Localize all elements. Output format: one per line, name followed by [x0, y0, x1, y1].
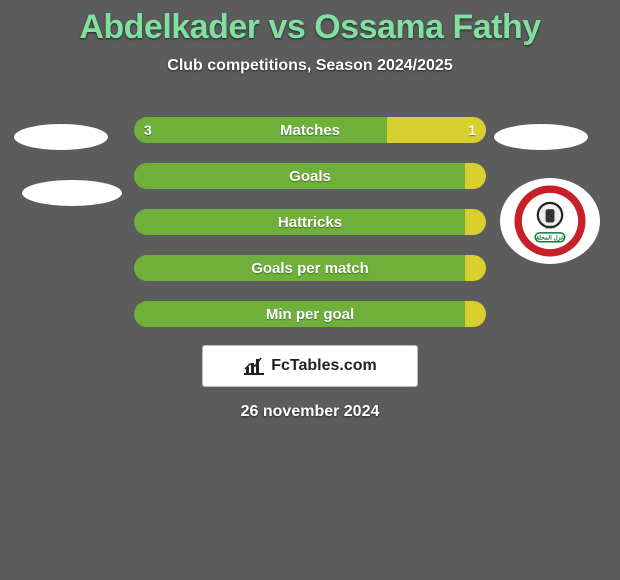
- stat-label: Min per goal: [134, 301, 486, 327]
- svg-text:1936: 1936: [545, 224, 555, 229]
- stat-row: Goals: [134, 163, 486, 189]
- stat-value-right: 1: [468, 117, 476, 143]
- svg-text:غزل المحلة: غزل المحلة: [536, 235, 565, 242]
- stat-row: Goals per match: [134, 255, 486, 281]
- date-text: 26 november 2024: [0, 403, 620, 421]
- stat-row: Min per goal: [134, 301, 486, 327]
- decor-ellipse: [494, 124, 588, 150]
- stat-label: Matches: [134, 117, 486, 143]
- page-title: Abdelkader vs Ossama Fathy: [0, 0, 620, 47]
- stat-row: Matches3 1: [134, 117, 486, 143]
- brand-text: FcTables.com: [271, 357, 377, 375]
- stat-row: Hattricks: [134, 209, 486, 235]
- decor-ellipse: [22, 180, 122, 206]
- stat-label: Goals per match: [134, 255, 486, 281]
- content: Abdelkader vs Ossama Fathy Club competit…: [0, 0, 620, 580]
- stat-value-left: 3: [144, 117, 152, 143]
- decor-ellipse: [14, 124, 108, 150]
- brand-badge: FcTables.com: [202, 345, 418, 387]
- stat-label: Goals: [134, 163, 486, 189]
- stat-label: Hattricks: [134, 209, 486, 235]
- subtitle: Club competitions, Season 2024/2025: [0, 57, 620, 75]
- brand-chart-icon: [243, 355, 265, 377]
- club-logo: غزل المحلة 1936: [500, 178, 600, 264]
- club-logo-svg: غزل المحلة 1936: [513, 184, 587, 258]
